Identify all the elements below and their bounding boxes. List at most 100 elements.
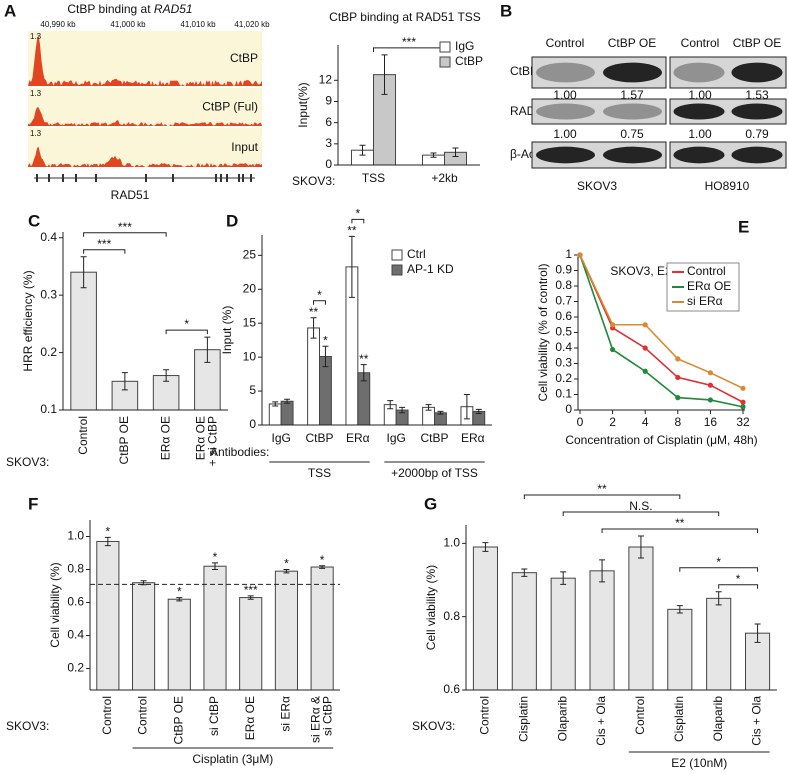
panel-label: C	[28, 211, 40, 230]
y-tick-label: 0.7	[555, 294, 572, 308]
blot-band	[536, 146, 595, 164]
point	[740, 385, 746, 391]
track-scale: 1.3	[30, 89, 42, 98]
point	[675, 356, 681, 362]
title-text: CtBP binding at	[67, 2, 154, 16]
row-label: SKOV3:	[6, 455, 49, 469]
point	[675, 395, 681, 401]
blot-quant: 1.00	[688, 127, 712, 141]
y-tick-label: 15	[243, 315, 257, 329]
panel-label: E	[738, 217, 749, 236]
x-tick-label: 32	[736, 415, 750, 429]
group-label: Cisplatin (3μM)	[192, 752, 273, 766]
error-bar	[437, 410, 444, 415]
bracket-label: *	[184, 317, 189, 331]
blot-band	[536, 103, 595, 120]
tracks-title: CtBP binding at RAD51	[67, 2, 192, 16]
x-tick-label: ERα OE	[194, 416, 208, 460]
error-bar	[715, 591, 722, 606]
error-bar	[80, 256, 87, 289]
error-bar	[475, 408, 482, 414]
track-name: CtBP	[230, 51, 258, 65]
bar	[70, 271, 97, 411]
y-tick-label: 0.4	[67, 628, 84, 642]
error-bar	[599, 559, 606, 583]
bracket	[601, 528, 759, 533]
y-tick-label: 0.9	[555, 263, 572, 277]
x-tick-label: 16	[704, 415, 718, 429]
panel-label: B	[500, 1, 512, 20]
error-bar	[247, 595, 254, 600]
blot-band	[603, 103, 662, 120]
panel-label: G	[424, 494, 437, 513]
cell-line: HO8910	[705, 179, 750, 193]
y-tick-label: 0.6	[67, 595, 84, 609]
y-tick-label: 0.1	[555, 387, 572, 401]
significance-mark: **	[309, 305, 319, 319]
blot-quant: 0.79	[745, 127, 769, 141]
blot-frame	[531, 98, 667, 125]
point	[740, 404, 746, 410]
y-tick-label: 9	[325, 94, 332, 108]
row-label: SKOV3:	[292, 174, 335, 188]
legend-label: IgG	[455, 39, 474, 53]
significance-mark: *	[213, 550, 218, 564]
bar	[280, 400, 294, 426]
significance-mark: *	[323, 333, 328, 347]
y-tick-label: 0.2	[67, 661, 84, 675]
x-tick-label: CtBP OE	[117, 416, 131, 464]
coordinate: 40,990 kb	[40, 20, 76, 29]
bracket-label: **	[597, 482, 607, 496]
error-bar	[359, 144, 366, 156]
track-signal	[28, 107, 262, 126]
exon	[220, 174, 222, 182]
y-tick-label: 1.0	[67, 529, 84, 543]
exon	[226, 174, 228, 182]
bracket	[313, 300, 326, 305]
point	[740, 399, 746, 405]
blot-band	[603, 62, 662, 83]
error-bar	[637, 535, 644, 559]
bracket	[523, 494, 681, 499]
bracket-label: **	[675, 516, 685, 530]
bracket	[679, 567, 759, 572]
error-bar	[163, 369, 170, 382]
bracket	[83, 232, 167, 237]
bar	[550, 577, 576, 691]
exon	[36, 174, 38, 182]
bracket	[562, 511, 720, 516]
blot-band	[731, 62, 783, 83]
error-bar	[425, 404, 432, 411]
y-axis-label: Cell viability (%)	[48, 562, 62, 647]
blot-band	[731, 103, 783, 120]
blot-band	[673, 62, 725, 83]
blot-quant: 1.00	[553, 127, 577, 141]
significance-mark: *	[177, 585, 182, 599]
blot-column: CtBP OE	[733, 36, 781, 50]
track-signal	[28, 146, 262, 167]
bar	[472, 546, 498, 691]
significance-mark: *	[106, 525, 111, 539]
row-label: SKOV3:	[412, 719, 455, 733]
exon	[215, 174, 217, 182]
x-tick-label: 2	[609, 415, 616, 429]
y-tick-label: 0.2	[555, 371, 572, 385]
y-axis-label: Cell viability (%)	[424, 565, 438, 650]
track-scale: 1.3	[30, 32, 42, 41]
x-tick-label: si CtBP	[320, 696, 334, 736]
bracket-label: N.S.	[629, 499, 652, 513]
exon	[75, 174, 77, 182]
x-tick-label: CtBP OE	[171, 696, 185, 744]
bar	[310, 566, 334, 691]
error-bar	[381, 54, 388, 95]
x-tick-label: TSS	[362, 171, 385, 185]
bracket	[718, 584, 759, 589]
error-bar	[676, 605, 683, 614]
point	[642, 368, 648, 374]
bracket	[165, 329, 208, 335]
exon	[95, 174, 97, 182]
significance-mark: ***	[244, 583, 258, 597]
x-tick-label: CtBP	[420, 431, 448, 445]
legend-label: Ctrl	[407, 247, 426, 261]
